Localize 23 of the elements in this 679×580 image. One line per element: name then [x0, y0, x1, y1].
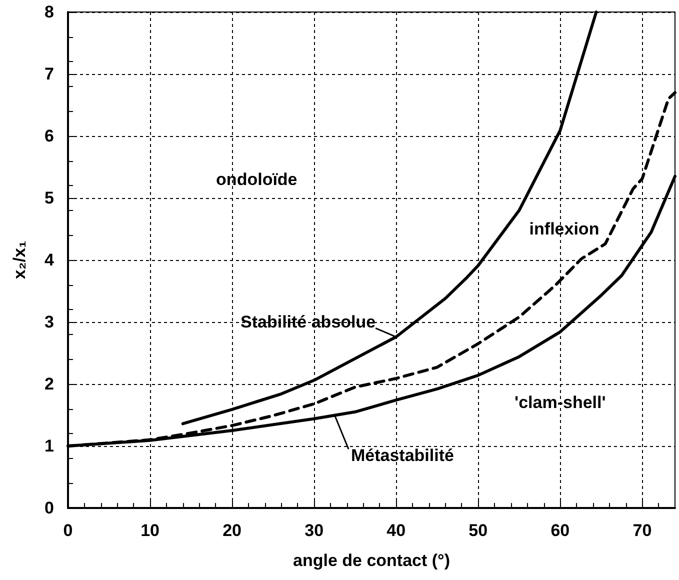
annotation: inflexion: [529, 220, 600, 238]
y-tick-label: 1: [44, 436, 54, 456]
y-tick-label: 6: [44, 126, 54, 146]
y-tick-label: 2: [44, 374, 54, 394]
x-tick-label: 10: [140, 521, 160, 540]
x-tick-label: 70: [632, 521, 652, 540]
y-tick-label: 7: [44, 64, 54, 84]
x-tick-label: 30: [304, 521, 324, 540]
x-tick-label: 40: [386, 521, 406, 540]
y-tick-label: 0: [44, 498, 54, 518]
x-tick-label: 20: [222, 521, 242, 540]
x-tick-label: 60: [550, 521, 570, 540]
y-tick-label: 4: [44, 250, 55, 270]
y-tick-label: 5: [44, 188, 54, 208]
annotation: ondoloïde: [216, 170, 298, 189]
series-label: Métastabilité: [350, 446, 454, 465]
x-tick-label: 0: [63, 521, 73, 540]
x-axis-title: angle de contact (°): [293, 551, 450, 570]
y-tick-label: 3: [44, 312, 54, 332]
y-tick-label: 8: [44, 2, 54, 22]
x-tick-label: 50: [468, 521, 488, 540]
annotation: 'clam-shell': [514, 393, 606, 412]
y-axis-title: x₂/x₁: [10, 240, 29, 280]
